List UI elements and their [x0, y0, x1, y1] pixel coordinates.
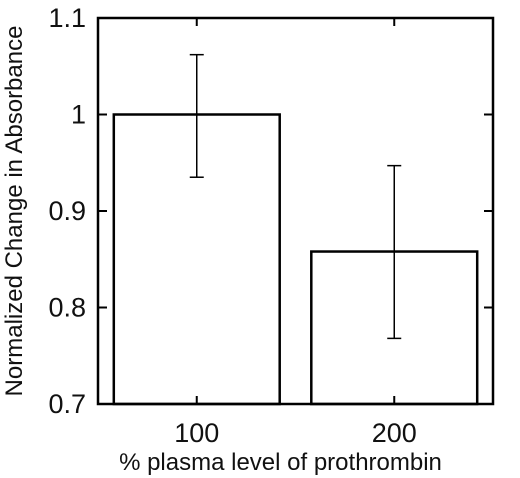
plot-frame [96, 16, 495, 406]
y-tick-label-1: 0.8 [48, 293, 86, 323]
x-tick-label-200: 200 [372, 418, 417, 448]
error-bars-layer [189, 53, 402, 340]
y-tick-label-0: 0.7 [48, 389, 86, 419]
x-tick-label-100: 100 [174, 418, 219, 448]
y-axis-label: Normalized Change in Absorbance [1, 26, 28, 397]
bars-layer [112, 113, 479, 406]
y-tick-label-3: 1 [71, 100, 86, 130]
tick-labels-layer: 100 200 0.7 0.8 0.9 1 1.1 [48, 3, 416, 448]
y-tick-label-2: 0.9 [48, 196, 86, 226]
y-tick-label-4: 1.1 [48, 3, 86, 33]
x-axis-label: % plasma level of prothrombin [119, 449, 442, 476]
